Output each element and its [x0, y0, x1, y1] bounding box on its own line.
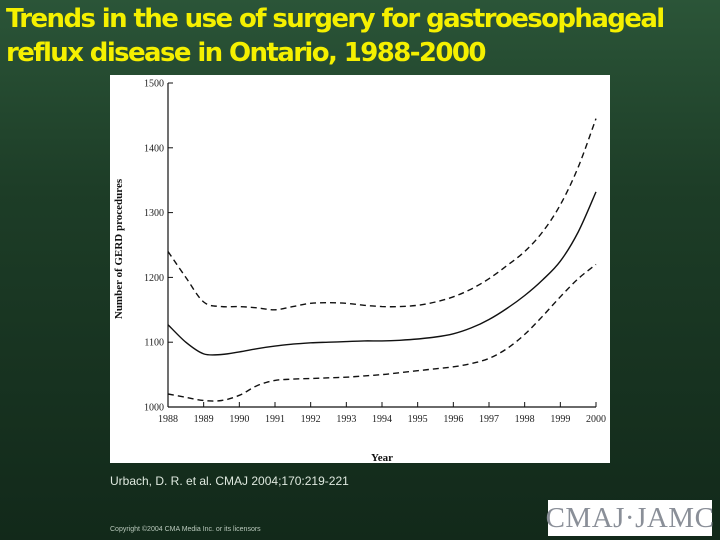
x-tick-label: 1993 [336, 414, 356, 425]
x-tick-label: 1990 [229, 414, 249, 425]
x-tick-label: 1992 [301, 414, 321, 425]
x-tick-label: 1997 [479, 414, 499, 425]
y-axis-label: Number of GERD procedures [113, 178, 125, 319]
chart-panel: 1988 1989 1990 1991 1992 1993 1994 1995 1996 1997… [110, 75, 610, 463]
axes [167, 82, 597, 408]
x-tick-label: 1999 [550, 414, 570, 425]
tick-labels: 1988 1989 1990 1991 1992 1993 1994 1995 1996 1997… [144, 79, 606, 426]
x-tick-label: 1998 [515, 414, 535, 425]
citation: Urbach, D. R. et al. CMAJ 2004;170:219-2… [110, 474, 349, 488]
y-tick-label: 1100 [144, 338, 164, 349]
series-line-3-dashed [167, 263, 597, 402]
y-tick-label: 1200 [144, 273, 164, 284]
x-tick-label: 1988 [158, 414, 178, 425]
x-tick-label: 1994 [372, 414, 392, 425]
slide-title: Trends in the use of surgery for gastroe… [6, 4, 665, 68]
x-axis-label: Year [371, 452, 393, 463]
y-tick-label: 1300 [144, 208, 164, 219]
x-tick-label: 1996 [443, 414, 463, 425]
cmaj-logo-text: CMAJ·JAMC [545, 501, 715, 534]
series-line-2-solid [167, 191, 597, 356]
x-tick-label: 2000 [586, 414, 606, 425]
x-tick-label: 1989 [194, 414, 214, 425]
series-lines [167, 118, 597, 402]
copyright-notice: Copyright ©2004 CMA Media Inc. or its li… [110, 526, 261, 533]
y-tick-label: 1000 [144, 403, 164, 414]
y-tick-label: 1500 [144, 79, 164, 90]
line-chart: 1988 1989 1990 1991 1992 1993 1994 1995 1996 1997… [113, 79, 606, 464]
series-line-1-dashed [167, 118, 597, 311]
cmaj-logo: CMAJ·JAMC [545, 500, 715, 536]
x-tick-label: 1995 [408, 414, 428, 425]
x-tick-label: 1991 [265, 414, 285, 425]
y-tick-label: 1400 [144, 143, 164, 154]
